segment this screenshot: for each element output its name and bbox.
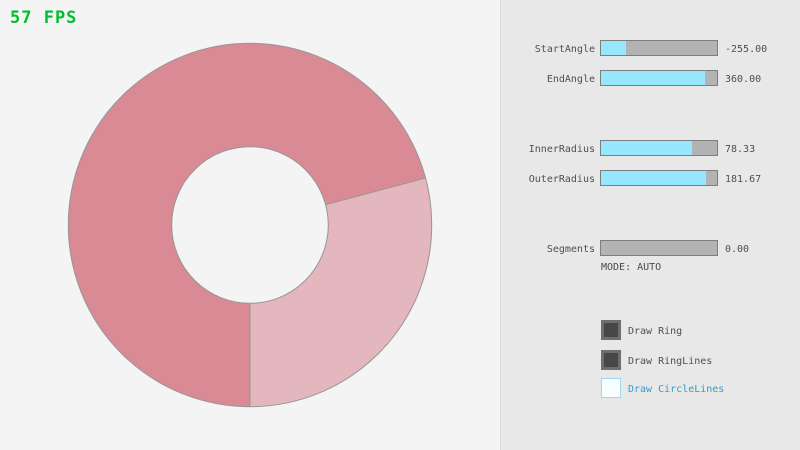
draw-ringlines-label: Draw RingLines: [628, 356, 713, 367]
draw-ring-checkbox[interactable]: [601, 320, 621, 340]
control-panel: StartAngle -255.00 EndAngle 360.00 Inner…: [500, 0, 800, 450]
start-angle-row: StartAngle -255.00: [501, 40, 800, 56]
outer-radius-slider-fill: [601, 171, 707, 185]
end-angle-row: EndAngle 360.00: [501, 70, 800, 86]
draw-ringlines-row: Draw RingLines: [601, 350, 800, 370]
draw-ringlines-checkbox[interactable]: [601, 350, 621, 370]
segments-row: Segments 0.00: [501, 240, 800, 256]
draw-circlelines-checkbox[interactable]: [601, 378, 621, 398]
outer-radius-label: OuterRadius: [528, 174, 595, 185]
end-angle-slider[interactable]: [600, 70, 718, 86]
inner-radius-value: 78.33: [725, 144, 756, 155]
start-angle-slider-fill: [601, 41, 627, 55]
start-angle-label: StartAngle: [534, 44, 595, 55]
mode-indicator: MODE: AUTO: [601, 262, 662, 273]
ring-outlines: [67, 42, 433, 408]
draw-circlelines-label: Draw CircleLines: [628, 384, 725, 395]
ring-single-region: [250, 178, 432, 407]
end-angle-value: 360.00: [725, 74, 762, 85]
inner-radius-slider[interactable]: [600, 140, 718, 156]
end-angle-slider-fill: [601, 71, 706, 85]
segments-value: 0.00: [725, 244, 750, 255]
segments-slider[interactable]: [600, 240, 718, 256]
fps-counter: 57 FPS: [10, 8, 78, 28]
start-angle-value: -255.00: [725, 44, 768, 55]
end-angle-label: EndAngle: [546, 74, 595, 85]
draw-ring-label: Draw Ring: [628, 326, 683, 337]
outer-radius-value: 181.67: [725, 174, 762, 185]
inner-radius-slider-fill: [601, 141, 692, 155]
outer-radius-row: OuterRadius 181.67: [501, 170, 800, 186]
inner-radius-row: InnerRadius 78.33: [501, 140, 800, 156]
outer-radius-slider[interactable]: [600, 170, 718, 186]
draw-circlelines-row: Draw CircleLines: [601, 378, 800, 398]
draw-ring-row: Draw Ring: [601, 320, 800, 340]
inner-radius-label: InnerRadius: [528, 144, 595, 155]
ring-end-edge-line: [325, 177, 426, 206]
start-angle-slider[interactable]: [600, 40, 718, 56]
segments-label: Segments: [546, 244, 595, 255]
ring-inner-outline: [171, 146, 329, 304]
ring-canvas: [67, 42, 433, 408]
